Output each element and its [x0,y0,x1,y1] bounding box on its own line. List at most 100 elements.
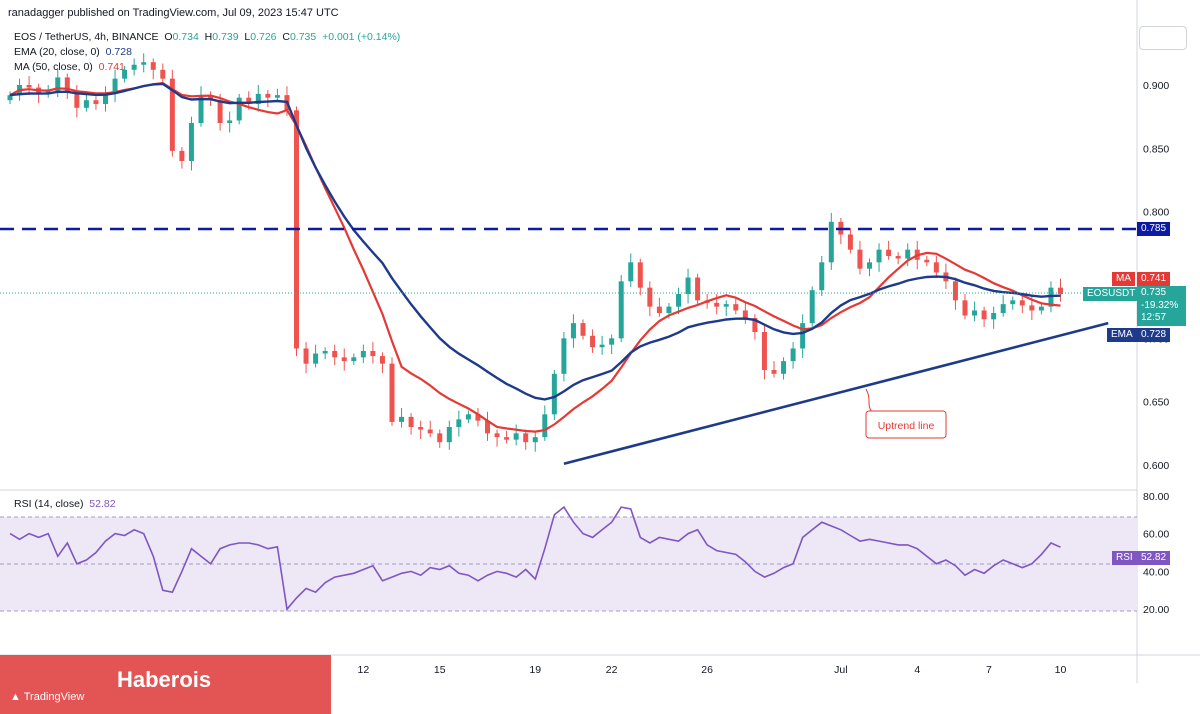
candle-body [446,427,452,443]
price-axis-tick: 0.850 [1143,143,1169,155]
candle-body [637,262,643,288]
candle-body [857,249,863,269]
candle-body [809,290,815,324]
price-tag-value: 0.735 [1141,287,1167,298]
candle-body [580,323,586,336]
candle-body [790,348,796,362]
candle-body [255,93,261,104]
candle-body [160,69,166,79]
candle-body [465,414,471,420]
symbol-name: EOS / TetherUS, 4h, BINANCE [14,31,159,43]
price-tag: 0.735 -19.32% 12:57 [1137,286,1186,326]
open-value: 0.734 [172,31,199,43]
candle-body [169,78,175,151]
open-label: O [164,31,173,43]
candle-body [93,100,99,104]
candle-body [781,361,787,374]
symbol-tag: EOSUSDT [1083,287,1140,301]
rsi-legend: RSI (14, close) 52.82 [14,498,116,510]
candle-body [551,373,557,415]
price-tag-timer: 12:57 [1141,312,1167,323]
candle-body [188,123,194,161]
price-axis-tick: 0.650 [1143,397,1169,409]
candle-body [886,249,892,256]
candle-body [599,344,605,348]
resistance-tag: 0.785 [1137,222,1171,236]
candle-body [141,62,147,65]
ema20-line [9,82,1061,401]
candle-body [265,93,271,98]
ema-legend: EMA (20, close, 0) 0.728 [14,46,132,58]
candle-body [74,91,80,108]
ma-legend: MA (50, close, 0) 0.741 [14,61,125,73]
candle-body [962,300,968,316]
candle-body [867,262,872,269]
candle-body [952,281,958,301]
ma-legend-value: 0.741 [98,61,125,73]
candle-body [399,416,405,422]
candle-body [332,351,338,358]
price-axis-tick: 0.600 [1143,460,1169,472]
candle-body [819,262,825,291]
annotation-text: Uptrend line [878,420,935,432]
ema-legend-value: 0.728 [105,46,132,58]
candle-body [1048,287,1054,307]
ma-tag-label: MA [1112,272,1135,286]
rsi-axis-tick: 80.00 [1143,491,1169,503]
candle-body [609,338,615,345]
close-label: C [282,31,290,43]
candle-body [351,357,357,362]
candle-body [1010,300,1016,305]
ma50-line [9,81,1061,433]
candle-body [847,234,853,250]
candle-body [1038,306,1044,311]
low-value: 0.726 [250,31,277,43]
candle-body [427,429,433,434]
candle-body [676,294,681,307]
time-axis-tick: 26 [701,664,713,676]
candle-body [179,150,185,161]
time-axis-tick: 15 [434,664,446,676]
candle-body [656,306,662,313]
price-tag-change: -19.32% [1141,299,1179,311]
candle-body [924,259,930,263]
annotation-box [865,410,947,439]
candle-body [198,95,204,123]
symbol-legend: EOS / TetherUS, 4h, BINANCE O0.734 H0.73… [14,31,400,43]
candle-body [570,323,576,339]
change-value: +0.001 (+0.14%) [322,31,401,43]
rsi-axis-tick: 40.00 [1143,566,1169,578]
candle-body [475,414,481,421]
time-axis-tick: 22 [606,664,618,676]
time-axis-tick: 4 [914,664,920,676]
candle-body [246,97,252,104]
candle-body [131,64,137,70]
candle-body [208,95,214,101]
candle-body [647,287,653,307]
price-axis-tick: 0.800 [1143,207,1169,219]
candle-body [485,420,490,434]
candle-body [752,318,758,332]
settings-button[interactable] [1139,26,1187,50]
tv-icon: ▲ [10,691,21,703]
candle-body [991,313,997,320]
candle-body [64,77,70,92]
candle-body [150,62,156,70]
candle-body [771,370,777,374]
candle-body [933,262,939,273]
price-axis-tick: 0.900 [1143,80,1169,92]
candle-body [1029,305,1035,311]
candle-body [1058,287,1063,294]
candle-body [370,351,376,357]
ma-legend-label: MA (50, close, 0) [14,61,93,73]
candle-body [1019,300,1025,306]
candle-body [532,437,538,443]
tradingview-logo: ▲ TradingView [10,691,84,703]
candle-body [561,338,567,374]
candle-body [761,332,767,370]
rsi-tag-value: 52.82 [1137,551,1171,565]
candle-body [618,281,624,339]
candle-body [666,306,672,313]
candle-body [590,335,596,348]
